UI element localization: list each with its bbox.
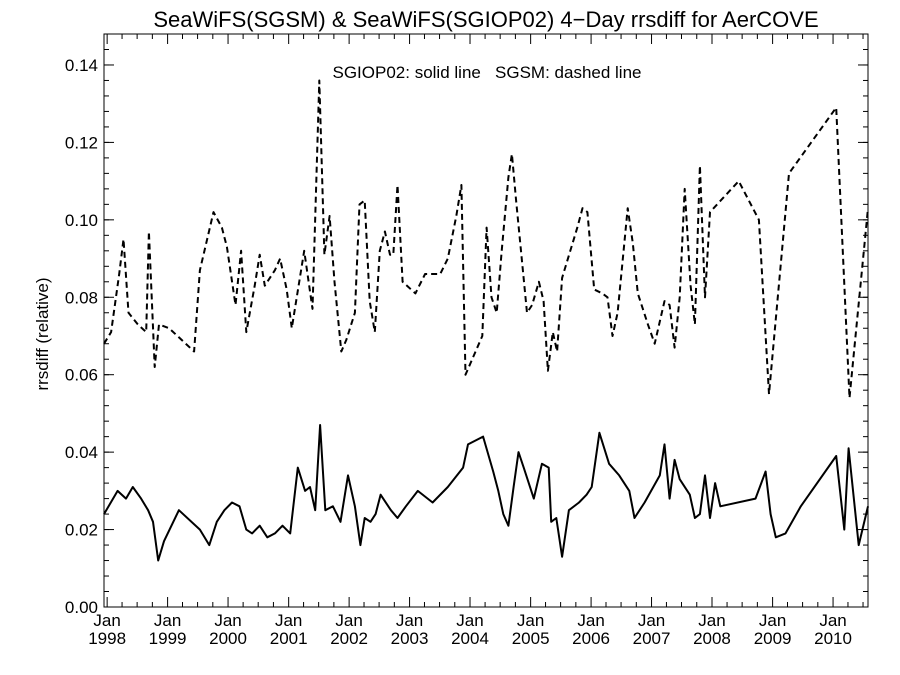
- x-tick-month-label: Jan: [456, 611, 483, 630]
- x-tick-month-label: Jan: [335, 611, 362, 630]
- x-tick-month-label: Jan: [396, 611, 423, 630]
- x-tick-year-label: 2000: [209, 629, 247, 648]
- x-tick-year-label: 1998: [88, 629, 126, 648]
- chart-title: SeaWiFS(SGSM) & SeaWiFS(SGIOP02) 4−Day r…: [153, 7, 818, 32]
- y-tick-label: 0.12: [65, 133, 98, 152]
- y-tick-label: 0.14: [65, 56, 98, 75]
- y-tick-label: 0.08: [65, 288, 98, 307]
- x-tick-year-label: 2002: [330, 629, 368, 648]
- x-tick-month-label: Jan: [275, 611, 302, 630]
- x-tick-year-label: 2005: [512, 629, 550, 648]
- x-tick-year-label: 2010: [814, 629, 852, 648]
- x-tick-month-label: Jan: [517, 611, 544, 630]
- x-tick-year-label: 2003: [391, 629, 429, 648]
- x-tick-month-label: Jan: [93, 611, 120, 630]
- x-tick-year-label: 2001: [270, 629, 308, 648]
- y-tick-label: 0.04: [65, 443, 98, 462]
- x-tick-year-label: 2008: [693, 629, 731, 648]
- legend-annotation: SGIOP02: solid line SGSM: dashed line: [333, 63, 642, 82]
- series-line-sgiop02: [103, 424, 869, 562]
- plot-area: 0.000.020.040.060.080.100.120.14Jan1998J…: [65, 33, 869, 648]
- x-tick-year-label: 2007: [633, 629, 671, 648]
- x-tick-month-label: Jan: [577, 611, 604, 630]
- x-tick-year-label: 1999: [149, 629, 187, 648]
- y-tick-label: 0.10: [65, 211, 98, 230]
- x-tick-year-label: 2004: [451, 629, 489, 648]
- x-tick-year-label: 2006: [572, 629, 610, 648]
- x-tick-year-label: 2009: [754, 629, 792, 648]
- x-tick-month-label: Jan: [819, 611, 846, 630]
- y-tick-label: 0.00: [65, 598, 98, 617]
- x-tick-month-label: Jan: [154, 611, 181, 630]
- x-tick-month-label: Jan: [638, 611, 665, 630]
- x-tick-month-label: Jan: [759, 611, 786, 630]
- y-axis-label: rrsdiff (relative): [33, 277, 52, 390]
- y-tick-label: 0.02: [65, 521, 98, 540]
- plot-frame: [103, 33, 869, 608]
- y-tick-label: 0.06: [65, 366, 98, 385]
- x-tick-month-label: Jan: [698, 611, 725, 630]
- x-tick-month-label: Jan: [214, 611, 241, 630]
